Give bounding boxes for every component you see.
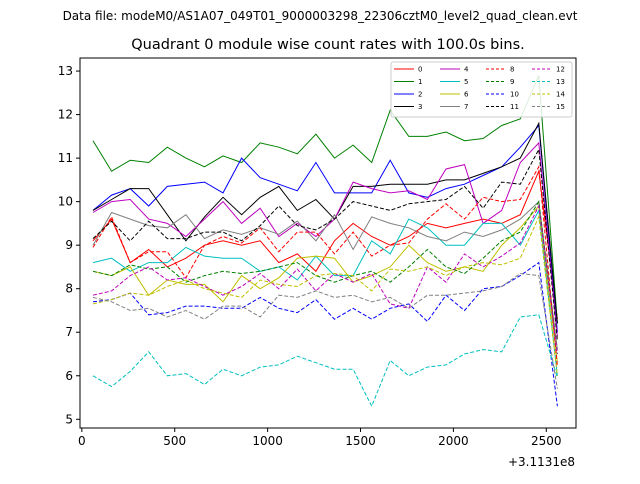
y-tick-label: 8 xyxy=(65,282,73,296)
series-line-14 xyxy=(92,215,558,376)
legend-label-12: 12 xyxy=(556,66,565,74)
legend-label-14: 14 xyxy=(556,91,565,99)
y-tick-label: 11 xyxy=(58,151,73,165)
series-line-8 xyxy=(92,165,558,368)
legend-label-6: 6 xyxy=(464,91,469,99)
legend-label-1: 1 xyxy=(418,78,422,86)
legend-label-9: 9 xyxy=(510,78,514,86)
x-tick-label: 0 xyxy=(78,434,86,448)
legend-label-13: 13 xyxy=(556,78,565,86)
legend-label-3: 3 xyxy=(418,103,422,111)
legend-label-7: 7 xyxy=(464,103,468,111)
series-line-2 xyxy=(92,124,558,333)
series-line-12 xyxy=(92,204,558,355)
y-tick-label: 7 xyxy=(65,325,73,339)
y-tick-label: 6 xyxy=(65,369,73,383)
y-tick-label: 13 xyxy=(58,64,73,78)
series-line-1 xyxy=(92,75,558,324)
series-line-13 xyxy=(92,314,558,408)
series-line-5 xyxy=(92,208,558,376)
y-tick-label: 5 xyxy=(65,412,73,426)
legend-label-8: 8 xyxy=(510,66,514,74)
data-file-label: Data file: modeM0/AS1A07_049T01_90000032… xyxy=(63,9,578,23)
y-tick-label: 9 xyxy=(65,238,73,252)
y-tick-label: 10 xyxy=(58,195,73,209)
x-tick-label: 1000 xyxy=(252,434,283,448)
legend-label-2: 2 xyxy=(418,91,422,99)
series-line-6 xyxy=(92,204,558,363)
x-tick-label: 2500 xyxy=(531,434,562,448)
axes-frame xyxy=(79,57,577,429)
y-tick-label: 12 xyxy=(58,108,73,122)
x-offset-label: +3.1131e8 xyxy=(508,455,575,469)
chart-title: Quadrant 0 module wise count rates with … xyxy=(131,37,525,53)
series-line-3 xyxy=(92,121,558,324)
legend-label-0: 0 xyxy=(418,66,422,74)
series-line-11 xyxy=(92,147,558,341)
series-line-7 xyxy=(92,200,558,350)
legend-label-5: 5 xyxy=(464,78,468,86)
legend-label-11: 11 xyxy=(510,103,519,111)
series-line-9 xyxy=(92,200,558,355)
legend-label-4: 4 xyxy=(464,66,469,74)
legend-box xyxy=(390,61,573,118)
legend-label-15: 15 xyxy=(556,103,565,111)
x-tick-label: 500 xyxy=(163,434,186,448)
x-tick-label: 2000 xyxy=(438,434,469,448)
legend-label-10: 10 xyxy=(510,91,519,99)
x-tick-label: 1500 xyxy=(345,434,376,448)
series-line-0 xyxy=(92,169,558,320)
series-line-10 xyxy=(92,261,558,407)
series-line-15 xyxy=(92,272,558,389)
